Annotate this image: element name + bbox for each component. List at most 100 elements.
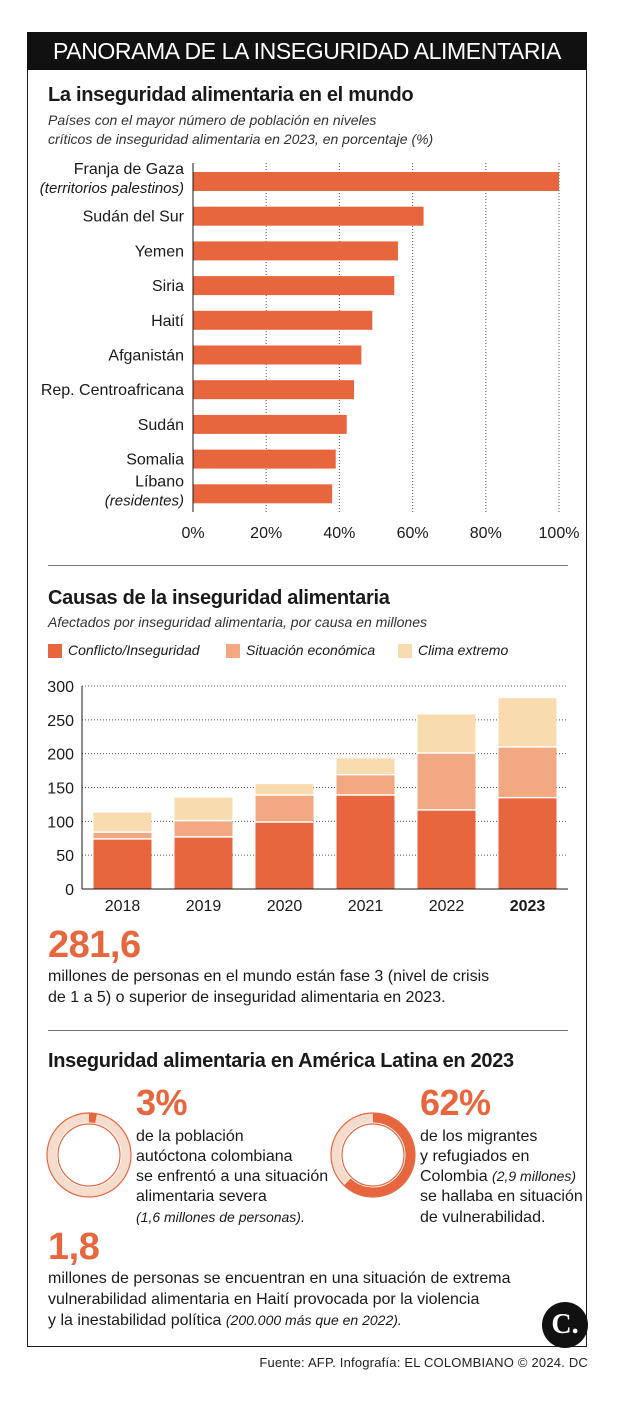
bar-8: [193, 414, 347, 434]
bar-2019-Clima extremo: [174, 797, 233, 821]
x-tick-label: 2020: [267, 898, 303, 915]
donut2-text-3b: (2,9 millones): [492, 1168, 577, 1184]
donut2-text-3: Colombia (2,9 millones): [420, 1166, 576, 1187]
logo-text: C.: [551, 1309, 579, 1340]
x-tick-label: 0%: [181, 525, 204, 542]
donut2-text-2: y refugiados en: [420, 1148, 530, 1165]
donut-chart-migrants: [330, 1112, 416, 1198]
bar-label: Rep. Centroafricana: [41, 382, 184, 399]
x-tick-label: 60%: [397, 525, 429, 542]
divider: [48, 1030, 568, 1031]
y-tick-label: 200: [47, 747, 74, 764]
bar-label: Sudán del Sur: [83, 209, 185, 226]
donut2-value-arc: [331, 1113, 415, 1197]
donut1-value: 3%: [136, 1082, 188, 1123]
bar-2021-Conflicto/Inseguridad: [336, 794, 395, 889]
bar-label: Afganistán: [108, 348, 184, 365]
bar-7: [193, 380, 355, 400]
legend-swatch-conflict: [48, 644, 62, 658]
bar-2018-Situación económica: [93, 832, 152, 839]
donut1-text-4: alimentaria severa: [136, 1188, 267, 1205]
bar-label: Haití: [151, 313, 184, 330]
bar-label-note: (residentes): [105, 492, 184, 509]
section1-title: La inseguridad alimentaria en el mundo: [48, 84, 414, 106]
section2-subtitle: Afectados por inseguridad alimentaria, p…: [48, 614, 427, 630]
x-tick-label: 20%: [250, 525, 282, 542]
el-colombiano-logo: C.: [542, 1302, 588, 1348]
legend-label-climate: Clima extremo: [418, 642, 509, 658]
x-tick-label: 2021: [348, 898, 384, 915]
donut2-text-1: de los migrantes: [420, 1128, 538, 1145]
stat-281-line1: millones de personas en el mundo están f…: [48, 968, 490, 985]
legend-label-conflict: Conflicto/Inseguridad: [68, 642, 200, 658]
bar-2: [193, 206, 424, 226]
donut1-track: [47, 1113, 131, 1197]
bar-2019-Conflicto/Inseguridad: [174, 836, 233, 889]
donut1-inner-ring: [57, 1123, 121, 1187]
donut1-text-3: se enfrentó a una situación: [136, 1168, 329, 1185]
donut1-text-1: de la población: [136, 1128, 244, 1145]
bar-label: Sudán: [138, 417, 184, 434]
section3-title: Inseguridad alimentaria en América Latin…: [48, 1050, 514, 1072]
y-tick-label: 250: [47, 713, 74, 730]
legend-swatch-climate: [398, 644, 412, 658]
section2-title: Causas de la inseguridad alimentaria: [48, 587, 390, 609]
x-tick-label: 2018: [105, 898, 141, 915]
stacked-bar-chart: 0 50 100 150 200 250 300 2018 2019 2020 2021 2022 20…: [47, 679, 568, 915]
bar-2018-Conflicto/Inseguridad: [93, 838, 152, 889]
bar-10: [193, 484, 333, 504]
bar-2021-Situación económica: [336, 774, 395, 795]
x-tick-label: 40%: [323, 525, 355, 542]
bar-2018-Clima extremo: [93, 812, 152, 833]
bar-1: [193, 172, 559, 191]
legend-label-economic: Situación económica: [246, 642, 376, 658]
bar-label: Yemen: [135, 243, 184, 260]
legend-swatch-economic: [226, 644, 240, 658]
bar-2021-Clima extremo: [336, 758, 395, 775]
donut1-outer-ring: [46, 1112, 132, 1198]
page-title: PANORAMA DE LA INSEGURIDAD ALIMENTARIA: [27, 32, 587, 70]
y-tick-label: 300: [47, 679, 74, 696]
stat-haiti-line3: y la inestabilidad política (200.000 más…: [48, 1310, 402, 1331]
bar-label: Siria: [152, 278, 184, 295]
bar-label: Somalia: [126, 452, 184, 469]
bar-label: Franja de Gaza: [74, 161, 184, 178]
bar-2022-Conflicto/Inseguridad: [417, 809, 476, 889]
horizontal-bar-chart: Franja de Gaza (territorios palestinos) Su…: [40, 161, 580, 542]
donut2-text-4: se hallaba en situación: [420, 1188, 583, 1205]
bar-2023-Situación económica: [498, 746, 557, 798]
x-tick-label: 2019: [186, 898, 222, 915]
bar-2022-Situación económica: [417, 752, 476, 810]
source-footer: Fuente: AFP. Infografía: EL COLOMBIANO ©…: [259, 1355, 588, 1370]
bar-label: Líbano: [135, 473, 184, 490]
divider: [48, 565, 568, 566]
x-tick-label: 100%: [539, 525, 580, 542]
bar-2023-Clima extremo: [498, 698, 557, 747]
donut1-text-2: autóctona colombiana: [136, 1148, 293, 1165]
stat-haiti-line3b: (200.000 más que en 2022).: [225, 1312, 402, 1328]
bar-2019-Situación económica: [174, 820, 233, 837]
donut2-text-5: de vulnerabilidad.: [420, 1209, 546, 1226]
bar-2022-Clima extremo: [417, 714, 476, 753]
donut2-text-3a: Colombia: [420, 1168, 488, 1185]
y-tick-label: 0: [65, 882, 74, 899]
donut-chart-indigenous: [46, 1112, 132, 1198]
bar-5: [193, 310, 373, 330]
x-tick-label: 2023: [510, 898, 546, 915]
y-tick-label: 50: [56, 848, 74, 865]
stat-281-value: 281,6: [48, 924, 141, 966]
stat-haiti-line2: vulnerabilidad alimentaria en Haití prov…: [48, 1291, 480, 1308]
y-tick-label: 100: [47, 814, 74, 831]
bar-2023-Conflicto/Inseguridad: [498, 797, 557, 889]
chart-legend: Conflicto/Inseguridad Situación económic…: [48, 642, 568, 660]
stat-haiti-line3a: y la inestabilidad política: [48, 1312, 222, 1329]
bar-4: [193, 276, 395, 296]
x-tick-label: 2022: [429, 898, 465, 915]
donut2-outer-ring: [330, 1112, 416, 1198]
y-tick-label: 150: [47, 781, 74, 798]
bar-9: [193, 449, 336, 469]
stat-281-line2: de 1 a 5) o superior de inseguridad alim…: [48, 989, 446, 1006]
donut1-value-arc: [47, 1113, 131, 1197]
bar-label-note: (territorios palestinos): [40, 180, 184, 197]
donut1-text-5: (1,6 millones de personas).: [136, 1209, 305, 1225]
